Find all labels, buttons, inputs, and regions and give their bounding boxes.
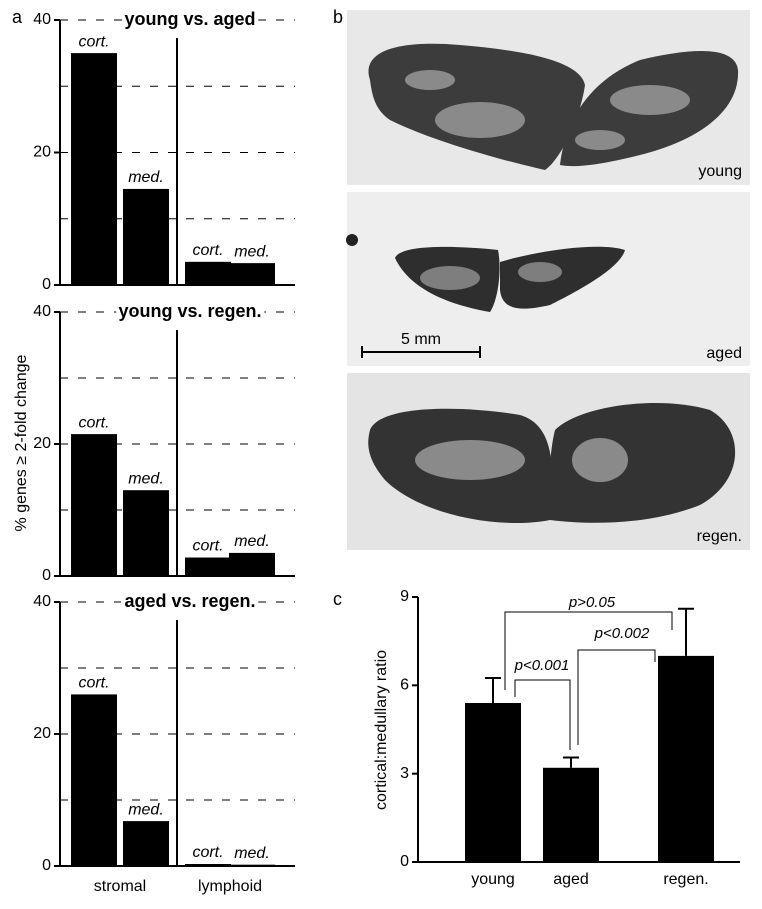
bar [185,557,231,576]
y-tick-label: 6 [400,677,409,694]
panel-label: c [333,589,342,609]
y-tick-label: 9 [400,588,409,605]
bar-category-label: cort. [192,844,223,861]
x-tick-label: young [471,871,515,888]
x-tick-label: regen. [663,871,708,888]
bar [229,552,275,576]
error-bar [678,607,694,656]
bar-category-label: med. [234,533,270,550]
error-bar [485,676,501,703]
bar [185,864,231,866]
micrograph [347,373,750,550]
image-label: regen. [697,528,742,545]
bar-category-label: med. [128,470,164,487]
bar [123,188,169,285]
significance-label: p<0.001 [514,657,570,674]
group-label: lymphoid [198,878,262,895]
bar-category-label: med. [128,169,164,186]
y-tick-label: 40 [33,11,51,28]
chart-title: young vs. regen. [118,301,261,321]
image-label: young [698,163,742,180]
bar [658,655,714,862]
significance-bracket [514,679,571,750]
significance-bracket [577,649,656,745]
micrograph [346,192,750,366]
y-tick-label: 20 [33,435,51,452]
bar [465,703,521,862]
bar-category-label: cort. [78,675,109,692]
significance-bracket [504,611,673,690]
bar [71,694,117,866]
significance-label: p<0.002 [594,625,650,642]
bar [229,263,275,285]
image-label: aged [706,345,742,362]
bar [123,821,169,866]
bar [185,261,231,285]
panel-label: b [333,7,343,27]
scale-bar-label: 5 mm [401,331,441,348]
bar [71,53,117,285]
y-axis-label: % genes ≥ 2-fold change [13,354,30,531]
bar [543,767,599,862]
chart-title: aged vs. regen. [124,591,255,611]
error-bar [563,756,579,768]
bar-category-label: cort. [192,242,223,259]
bar-category-label: cort. [192,538,223,555]
y-axis-label: cortical:medullary ratio [373,650,390,810]
y-tick-label: 40 [33,303,51,320]
group-label: stromal [94,878,146,895]
bar-category-label: cort. [78,33,109,50]
y-tick-label: 0 [400,853,409,870]
bar-category-label: med. [234,845,270,862]
y-tick-label: 0 [42,857,51,874]
bar-category-label: cort. [78,414,109,431]
y-tick-label: 40 [33,593,51,610]
y-tick-label: 3 [400,765,409,782]
y-tick-label: 20 [33,725,51,742]
bar-category-label: med. [234,243,270,260]
significance-label: p>0.05 [568,594,616,611]
micrograph [347,10,750,185]
chart-title: young vs. aged [124,9,255,29]
bar [71,434,117,576]
bar [123,490,169,576]
y-tick-label: 20 [33,144,51,161]
panel-label: a [12,7,23,27]
bar-category-label: med. [128,801,164,818]
x-tick-label: aged [553,871,589,888]
y-tick-label: 0 [42,276,51,293]
y-tick-label: 0 [42,567,51,584]
bar [229,864,275,866]
